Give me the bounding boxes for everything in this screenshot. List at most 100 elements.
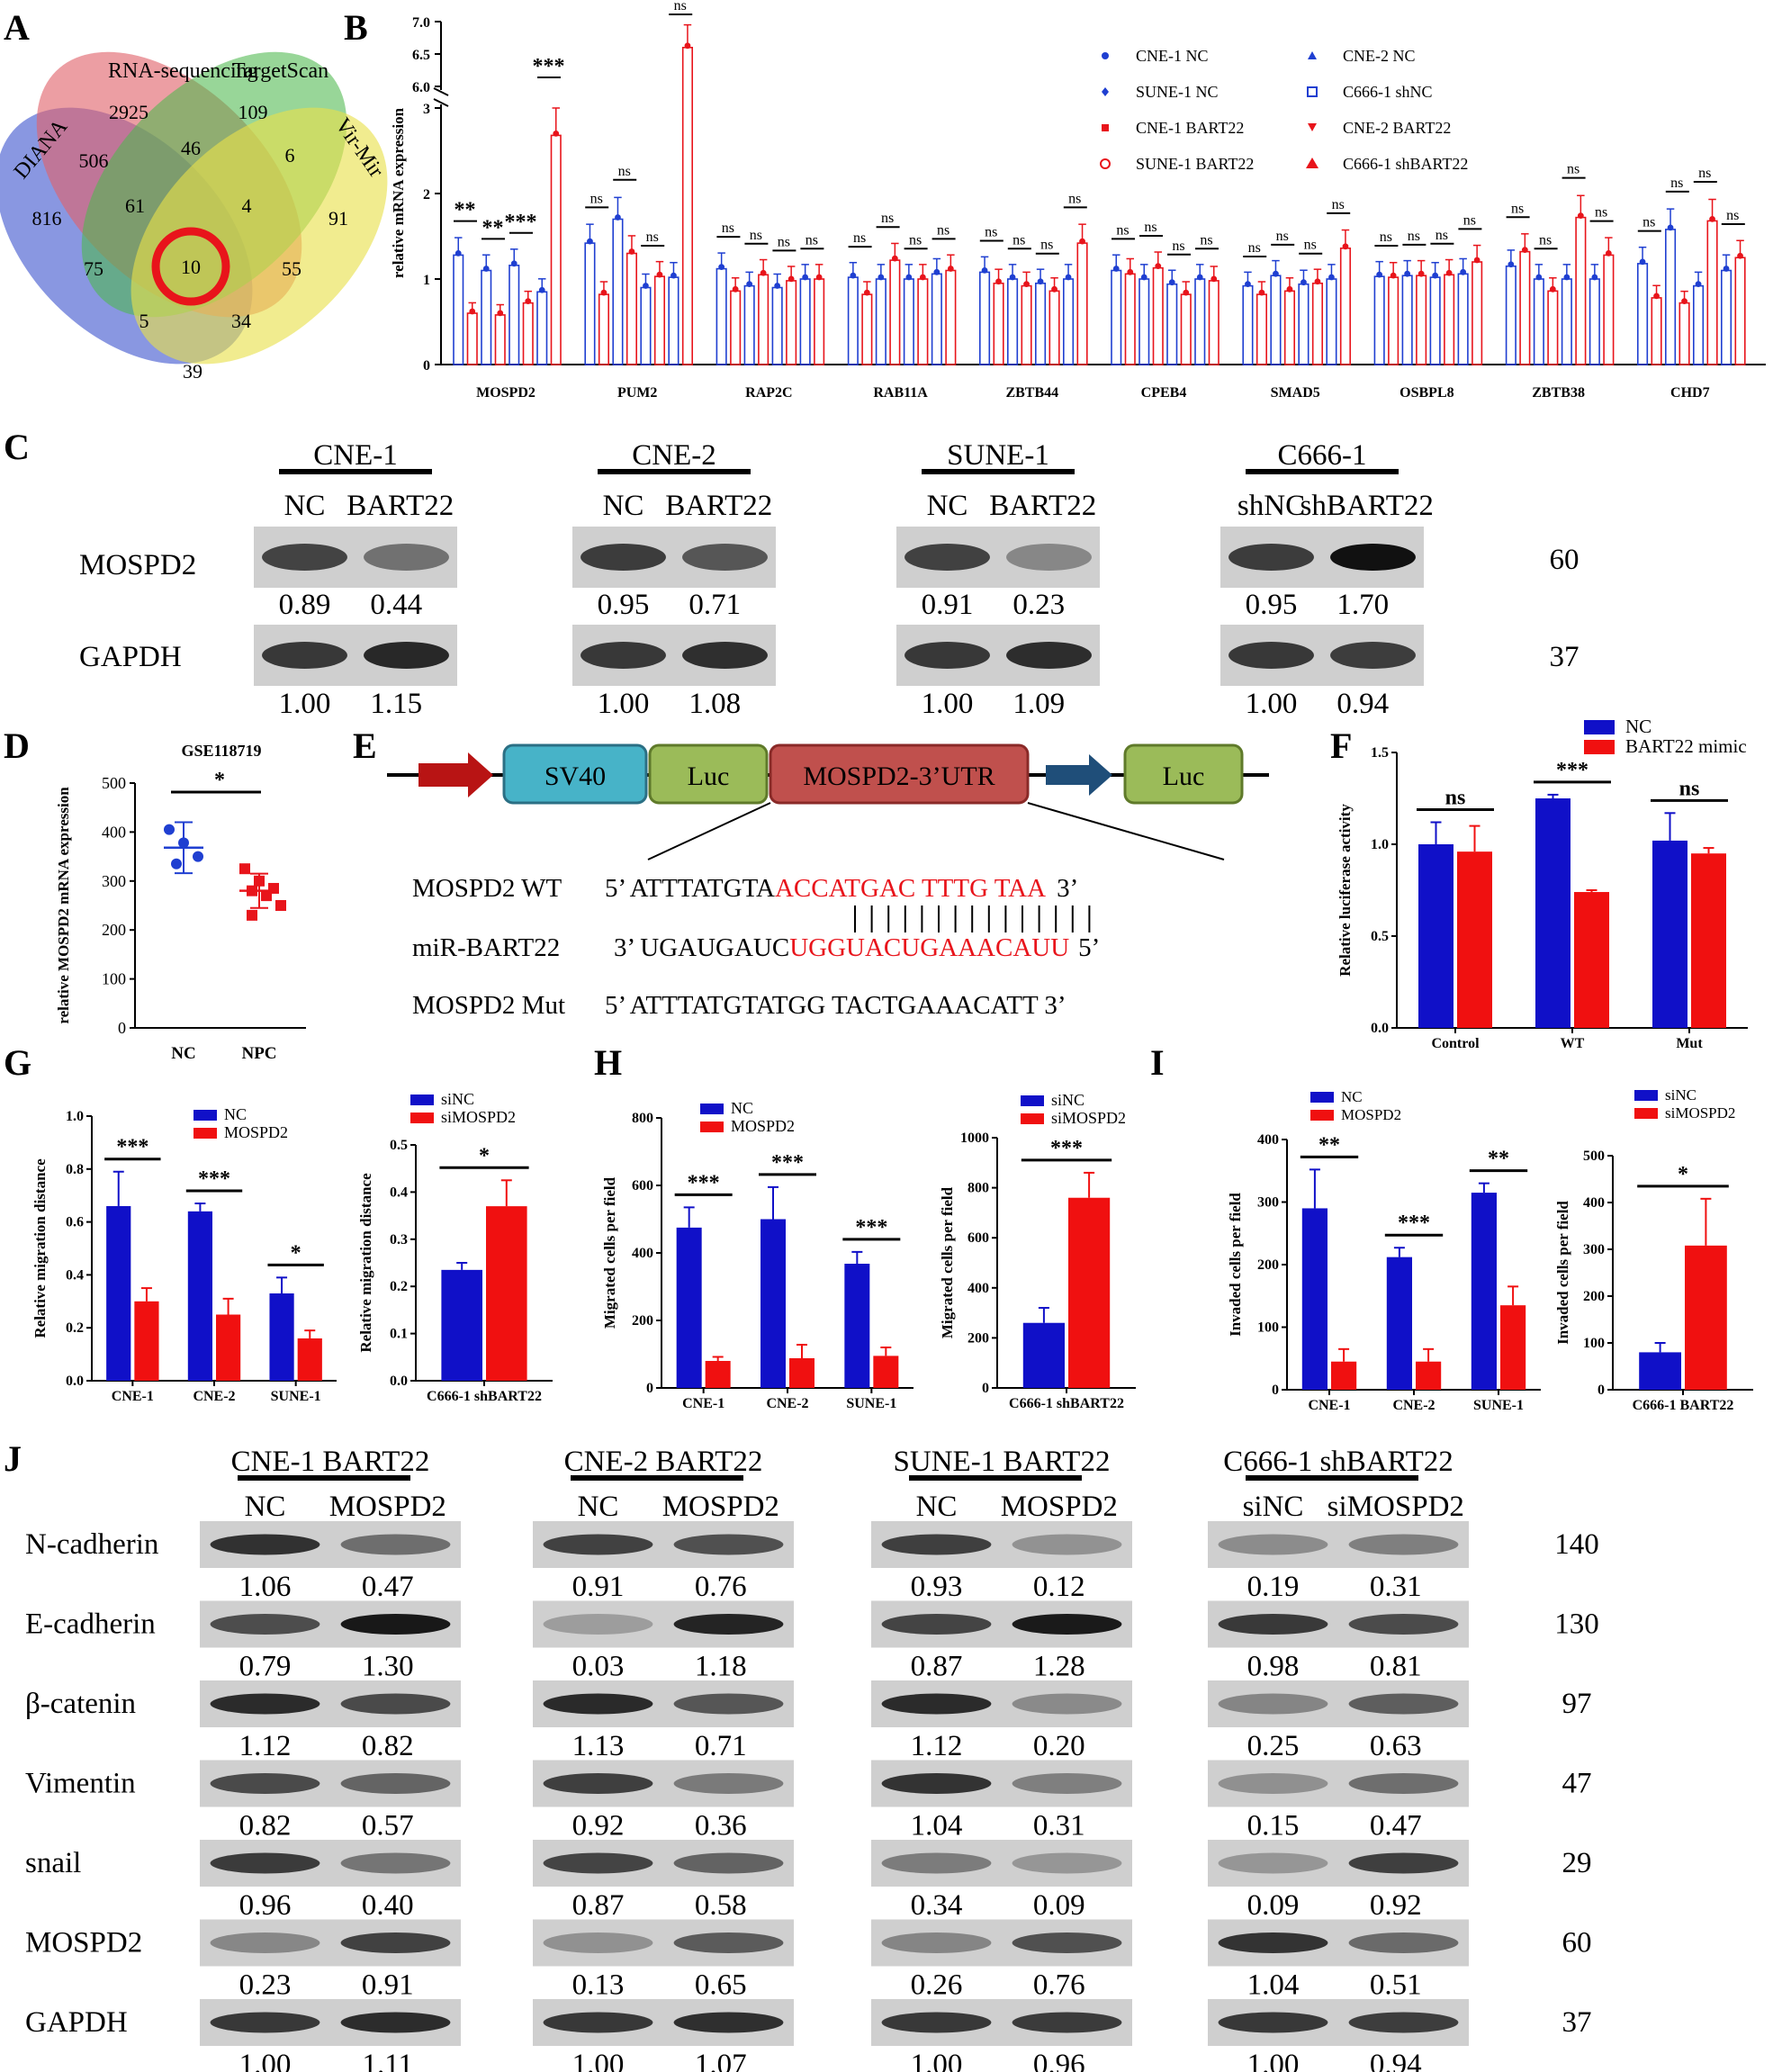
data-point	[1258, 289, 1265, 296]
band-value: 0.95	[1246, 589, 1298, 621]
blot-band	[210, 1693, 320, 1715]
row-label: GAPDH	[79, 641, 182, 673]
bar	[771, 286, 783, 365]
significance-label: ns	[1200, 232, 1212, 248]
lane-label: BART22	[665, 490, 772, 522]
band-value: 0.79	[239, 1651, 292, 1683]
significance-label: ns	[1116, 222, 1129, 238]
lane-label: shNC	[1238, 490, 1305, 522]
blot-band	[580, 642, 666, 669]
legend-label: NC	[224, 1105, 247, 1123]
y-tick-label: 0	[982, 1381, 989, 1396]
panel-b-chart: 0 1 2 3 6.0 6.5 7.0 relative mRNA expression MOS…	[390, 0, 1766, 401]
data-point	[850, 272, 857, 279]
band-value: 0.81	[1370, 1651, 1422, 1683]
band-value: 0.44	[370, 589, 422, 621]
bar	[1388, 276, 1400, 365]
venn-count: 39	[183, 360, 202, 383]
panel-h2-chart: 0 200 400 600 800 1000 Migrated cells per fiel…	[939, 1091, 1136, 1411]
band-value: 1.00	[1247, 2049, 1300, 2072]
blot-band	[210, 1773, 320, 1794]
data-point	[933, 268, 940, 275]
blot-band	[1218, 1932, 1328, 1953]
bar	[1652, 840, 1688, 1028]
bar	[653, 275, 666, 365]
bar	[1678, 302, 1690, 365]
data-point	[1037, 278, 1044, 285]
blot-band	[340, 1932, 451, 1953]
y-tick-label: 100	[102, 970, 126, 988]
bar	[1472, 261, 1483, 365]
panel-label-f: F	[1330, 725, 1352, 766]
panel-label-b: B	[344, 7, 368, 48]
data-point	[247, 909, 257, 921]
blot-band	[543, 1852, 653, 1874]
sv40-box	[502, 743, 648, 805]
blot-band	[1218, 1773, 1328, 1794]
band-value: 0.31	[1033, 1810, 1085, 1842]
y-tick-label: 200	[632, 1313, 653, 1329]
significance-label: ***	[1050, 1137, 1083, 1160]
y-tick-label: 300	[1257, 1195, 1279, 1211]
y-tick-label: 1.0	[1371, 837, 1389, 852]
band-value: 1.15	[370, 688, 422, 720]
data-point	[1245, 281, 1251, 287]
bar	[799, 278, 811, 365]
legend-swatch	[194, 1110, 217, 1121]
row-label: E-cadherin	[25, 1608, 156, 1641]
blot-band	[1330, 544, 1416, 571]
y-tick-label: 1	[423, 273, 430, 288]
bar	[612, 218, 624, 365]
bar	[1429, 276, 1441, 365]
legend-label: SUNE-1 NC	[1136, 83, 1219, 101]
significance-label: *	[1678, 1163, 1688, 1186]
bar	[789, 1358, 814, 1388]
band-value: 1.12	[911, 1730, 963, 1762]
venn-set-ts: TargetScan	[232, 59, 328, 83]
band-value: 0.87	[572, 1889, 625, 1922]
band-value: 1.00	[572, 2049, 625, 2072]
y-tick-label: 0.4	[66, 1267, 84, 1283]
significance-label: ***	[198, 1167, 230, 1191]
significance-label: *	[291, 1241, 302, 1265]
data-point	[553, 131, 560, 137]
y-axis-label: relative mRNA expression	[390, 107, 407, 278]
band-value: 1.70	[1336, 589, 1389, 621]
band-value: 1.28	[1033, 1651, 1085, 1683]
bar	[889, 259, 901, 365]
band-value: 0.36	[695, 1810, 747, 1842]
significance-label: ***	[1398, 1212, 1430, 1235]
data-point	[1155, 263, 1162, 270]
band-value: 0.23	[239, 1969, 292, 2002]
mut-sequence: 5’ ATTTATGTATGG TACTGAAACATT 3’	[605, 991, 1066, 1020]
data-point	[1667, 224, 1674, 231]
band-value: 1.06	[239, 1571, 292, 1603]
y-tick-label: 0	[1598, 1383, 1605, 1398]
bar	[486, 1206, 527, 1381]
panel-label-c: C	[4, 427, 30, 467]
band-value: 1.18	[695, 1651, 747, 1683]
bar	[681, 46, 694, 365]
blot-band	[682, 642, 768, 669]
venn-count: 6	[285, 144, 295, 167]
blot-band	[673, 1852, 784, 1874]
data-point	[1418, 270, 1425, 277]
significance-label: ns	[806, 232, 818, 248]
bar	[847, 276, 859, 365]
y-tick-label: 1.5	[1371, 745, 1389, 761]
significance-label: ns	[618, 164, 631, 179]
y-tick-label: 200	[968, 1330, 989, 1346]
bar	[508, 264, 520, 365]
kda-label: 60	[1550, 544, 1580, 576]
y-axis-label: Invaded cells per field	[1554, 1201, 1571, 1345]
band-value: 0.82	[362, 1730, 414, 1762]
blot-band	[1348, 1693, 1459, 1715]
wt-sequence: 5’ ATTTATGTAACCATGAC TTTG TAA 3’	[605, 874, 1078, 903]
legend-marker	[1102, 87, 1109, 96]
y-tick-label: 0.8	[66, 1162, 84, 1177]
blot-band	[1348, 1773, 1459, 1794]
y-tick-label: 600	[632, 1178, 653, 1194]
band-value: 0.23	[1012, 589, 1065, 621]
data-point	[1737, 252, 1743, 259]
data-point	[1300, 279, 1307, 286]
